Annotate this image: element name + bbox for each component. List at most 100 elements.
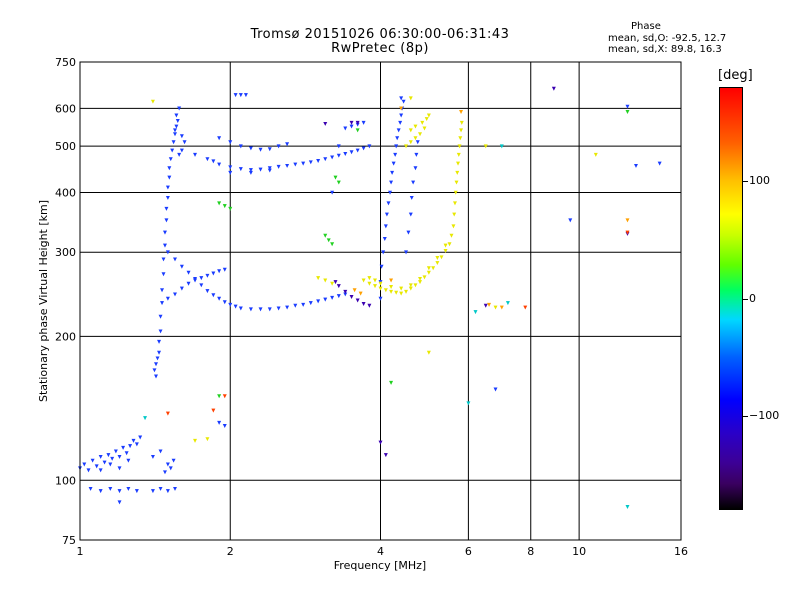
data-point [285, 163, 290, 168]
data-point [426, 270, 431, 275]
data-point [373, 278, 377, 283]
data-point [175, 119, 180, 123]
y-tick-label: 200 [55, 330, 76, 343]
data-point [378, 296, 383, 301]
y-tick-labels: 75 100 200 300 400 500 600 750 [55, 56, 76, 547]
data-point [154, 362, 158, 367]
plot-frame [79, 61, 682, 541]
data-point [177, 152, 182, 157]
data-point [165, 195, 170, 200]
data-point [90, 458, 95, 463]
data-point [336, 144, 341, 149]
data-point [361, 146, 366, 151]
data-point [418, 276, 423, 281]
data-point [217, 162, 222, 167]
data-point [399, 291, 404, 296]
data-point [435, 256, 440, 260]
data-point [625, 505, 630, 509]
data-point [211, 408, 216, 413]
data-point [355, 120, 360, 125]
data-point [301, 302, 306, 307]
data-point [267, 307, 272, 312]
data-point [173, 292, 177, 297]
data-point [451, 224, 456, 229]
data-point [393, 152, 398, 157]
data-point [106, 453, 111, 458]
data-point [389, 380, 394, 385]
data-point [355, 298, 360, 303]
data-point [222, 267, 227, 272]
data-point [373, 284, 377, 289]
data-point [167, 175, 172, 180]
data-point [177, 106, 182, 111]
colorbar-unit-label: [deg] [718, 68, 753, 83]
data-point [389, 289, 394, 294]
data-point [267, 147, 272, 152]
data-point [243, 93, 248, 98]
data-point [285, 142, 290, 147]
data-point [248, 307, 253, 312]
data-point [165, 411, 170, 416]
data-point [333, 280, 338, 285]
data-point [308, 160, 313, 165]
data-point [102, 460, 107, 465]
data-point [217, 296, 222, 301]
data-point [367, 276, 372, 281]
data-point [473, 310, 478, 315]
data-point [453, 190, 458, 195]
data-point [108, 462, 113, 467]
data-point [174, 124, 179, 129]
y-tick-label: 600 [55, 102, 76, 115]
data-point [158, 314, 163, 319]
data-point [316, 299, 321, 304]
data-point [199, 276, 204, 281]
data-point [355, 128, 360, 133]
data-point [483, 144, 488, 149]
data-point [98, 468, 103, 473]
data-point [459, 128, 464, 133]
colorbar-tick-mark [743, 416, 748, 417]
data-point [456, 161, 461, 166]
x-tick-label: 8 [527, 545, 534, 558]
data-point [267, 168, 272, 173]
data-point [459, 110, 464, 114]
data-point [150, 454, 155, 459]
data-point [205, 289, 210, 294]
data-point [205, 273, 210, 278]
data-point [167, 166, 172, 171]
data-point [134, 489, 139, 494]
data-point [382, 237, 387, 241]
colorbar-tick-label: 100 [749, 174, 770, 187]
data-point [424, 117, 429, 122]
phase-stats-x: mean, sd,X: 89.8, 16.3 [608, 44, 722, 55]
data-point [386, 201, 391, 206]
data-point [165, 250, 170, 255]
data-point [199, 283, 204, 288]
data-point [164, 218, 169, 223]
data-point [179, 264, 184, 269]
data-point [449, 233, 454, 238]
colorbar-tick-label: 0 [749, 291, 756, 305]
data-point [143, 416, 148, 421]
data-point [173, 486, 177, 491]
data-point [343, 126, 348, 131]
data-point [493, 305, 498, 310]
data-point [378, 440, 383, 445]
data-point [160, 301, 165, 306]
x-tick-label: 1 [77, 545, 84, 558]
data-point [333, 175, 338, 180]
data-point [390, 170, 395, 175]
data-point [391, 161, 396, 166]
y-tick-label: 750 [55, 56, 76, 69]
data-point [162, 230, 167, 235]
data-point [222, 300, 227, 305]
data-point [384, 212, 389, 217]
data-point [431, 266, 436, 271]
data-point [401, 99, 406, 104]
data-point [349, 124, 354, 129]
data-point [193, 276, 198, 281]
data-point [228, 302, 233, 307]
data-point [168, 466, 173, 471]
data-point [439, 255, 444, 260]
data-point [158, 329, 163, 334]
